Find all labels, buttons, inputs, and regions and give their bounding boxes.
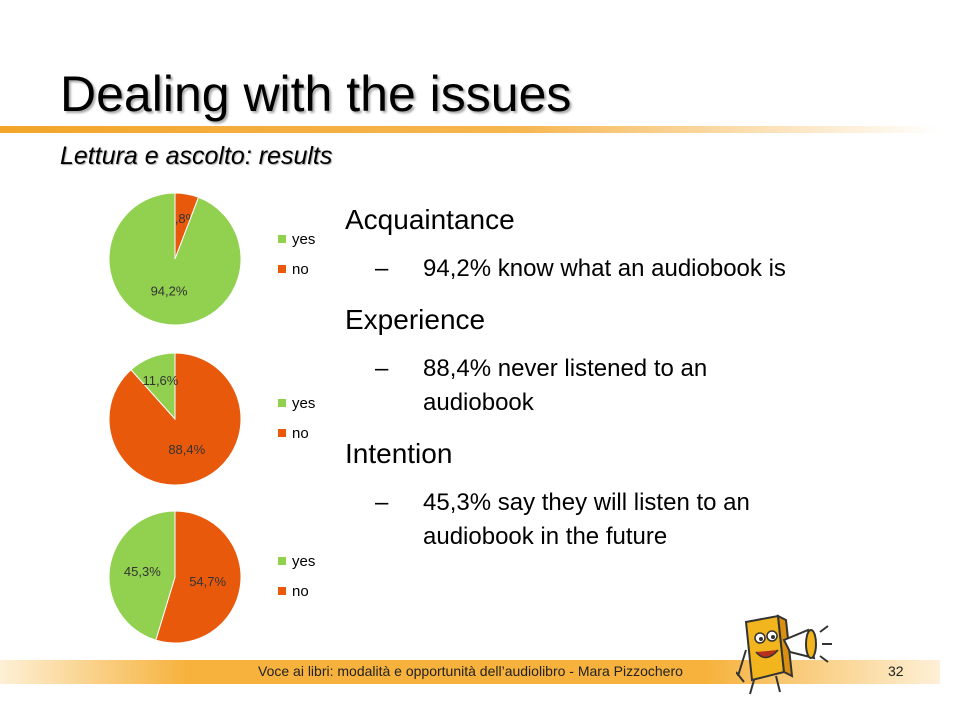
legend-label: yes (292, 552, 316, 570)
pie-chart-intention: 54,7% 45,3% yes no (100, 502, 340, 652)
bullet-heading: Intention (345, 438, 453, 469)
legend-swatch-yes (278, 235, 286, 243)
bullet-heading: Acquaintance (345, 204, 515, 235)
book-megaphone-mascot-icon (736, 614, 832, 695)
pie-svg: 54,7% 45,3% (108, 510, 242, 644)
legend-item-yes: yes (278, 228, 315, 250)
legend-label: yes (292, 230, 316, 248)
legend-swatch-no (278, 587, 286, 595)
bullet-detail: – 88,4% never listened to an audiobook (345, 352, 823, 420)
bullet-list: Acquaintance – 94,2% know what an audiobo… (345, 200, 905, 568)
pie-chart-experience: 88,4% 11,6% yes no (100, 344, 340, 494)
dash-marker: – (375, 355, 389, 382)
pie-svg: 5,8%94,2% (108, 192, 242, 326)
slide-title: Dealing with the issues (60, 66, 572, 122)
pie-chart-acquaintance: 5,8% 94,2% yes no (100, 184, 340, 334)
bullet-item-acquaintance: Acquaintance – 94,2% know what an audiobo… (345, 200, 905, 286)
pie-data-label: 45,3% (124, 564, 161, 579)
legend-label: no (292, 424, 309, 442)
pie-legend: yes no (278, 228, 315, 288)
legend-label: no (292, 260, 309, 278)
pie-slice-no (155, 510, 242, 644)
dash-marker: – (375, 255, 389, 282)
legend-label: yes (292, 394, 316, 412)
legend-item-no: no (278, 580, 315, 602)
pie-data-label: 94,2% (151, 283, 188, 298)
legend-label: no (292, 582, 309, 600)
title-underline (0, 126, 940, 133)
subtitle-italic: Lettura e ascolto (60, 142, 245, 170)
pie-data-label: 54,7% (189, 574, 226, 589)
pie-svg: 88,4% 11,6% (108, 352, 242, 486)
bullet-item-intention: Intention – 45,3% say they will listen to… (345, 434, 905, 554)
bullet-detail-text: 88,4% never listened to an audiobook (423, 355, 708, 416)
pie-slice-yes (130, 352, 176, 421)
bullet-detail: – 45,3% say they will listen to an audiob… (345, 486, 843, 554)
legend-swatch-yes (278, 399, 286, 407)
pie-legend: yes no (278, 550, 315, 610)
legend-item-no: no (278, 258, 315, 280)
legend-swatch-yes (278, 557, 286, 565)
pie-slice-yes (108, 192, 242, 326)
bullet-detail-text: 45,3% say they will listen to an audiobo… (423, 489, 750, 550)
pie-data-label: 88,4% (168, 442, 205, 457)
pie-legend: yes no (278, 392, 315, 452)
dash-marker: – (375, 489, 389, 516)
legend-swatch-no (278, 265, 286, 273)
slide-subtitle: Lettura e ascolto: results (60, 140, 332, 172)
legend-swatch-no (278, 429, 286, 437)
pie-slice-yes (108, 510, 176, 641)
bullet-detail: – 94,2% know what an audiobook is (345, 252, 823, 286)
bullet-detail-text: 94,2% know what an audiobook is (423, 255, 786, 282)
subtitle-rest: : results (244, 142, 333, 170)
legend-item-yes: yes (278, 550, 315, 572)
legend-item-no: no (278, 422, 315, 444)
pie-data-label: 11,6% (142, 373, 178, 388)
page-number: 32 (888, 663, 904, 679)
footer-text: Voce ai libri: modalità e opportunità de… (258, 663, 683, 679)
legend-item-yes: yes (278, 392, 315, 414)
bullet-item-experience: Experience – 88,4% never listened to an a… (345, 300, 905, 420)
bullet-heading: Experience (345, 304, 486, 335)
